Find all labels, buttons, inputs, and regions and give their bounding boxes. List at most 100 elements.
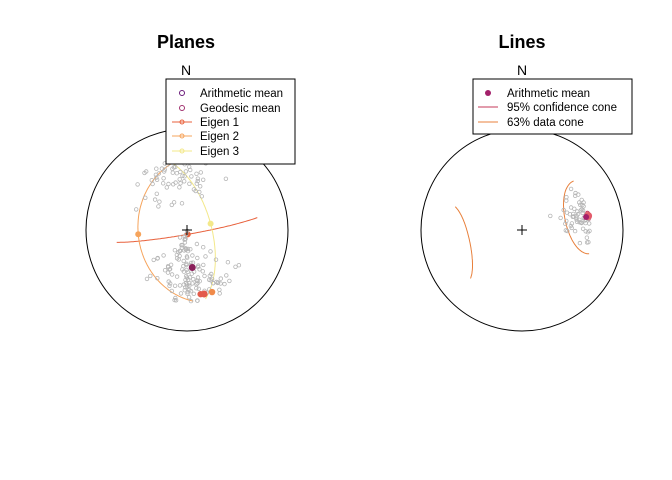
plane-pole-point [201, 262, 206, 268]
plane-pole-point [169, 272, 175, 277]
plane-pole-point [214, 279, 219, 285]
legend-label-eigen-3: Eigen 3 [200, 146, 239, 158]
plane-pole-point [169, 288, 174, 294]
plane-pole-point [157, 199, 162, 204]
plane-pole-point [174, 170, 179, 176]
legend-entry-eigen-1: Eigen 1 [172, 117, 239, 129]
lines-legend: Arithmetic mean 95% confidence cone 63% … [472, 78, 633, 135]
plane-pole-point [170, 182, 176, 187]
line-point [580, 208, 586, 213]
plane-pole-point [179, 245, 185, 250]
plane-pole-point [184, 254, 190, 259]
plane-pole-point [196, 286, 201, 291]
plane-pole-point [189, 271, 194, 276]
plane-pole-point [183, 232, 189, 237]
plane-pole-point [182, 234, 187, 239]
plane-pole-point [194, 241, 200, 247]
legend-entry-arithmetic-mean: Arithmetic mean [179, 88, 283, 100]
lines-center-cross [517, 225, 527, 235]
plane-pole-point [194, 286, 199, 291]
plane-pole-point [161, 176, 166, 181]
planes-eigen-pole-marker-1 [208, 288, 216, 296]
plane-pole-point [177, 235, 183, 240]
legend-entry-geodesic-mean: Geodesic mean [179, 103, 281, 115]
legend-point-eigen-3 [179, 148, 185, 154]
legend-label-eigen-1: Eigen 1 [200, 117, 239, 129]
plane-pole-point [164, 185, 169, 190]
plane-pole-point [150, 181, 155, 187]
line-point [584, 240, 590, 245]
plane-pole-point [184, 261, 189, 266]
plane-pole-point [187, 281, 192, 286]
plane-pole-point [187, 181, 192, 186]
legend-entry-lines-arithmetic-mean: Arithmetic mean [485, 88, 590, 100]
plane-pole-point [144, 276, 150, 282]
line-point [569, 221, 575, 226]
line-point [577, 200, 582, 205]
plane-pole-point [195, 178, 200, 184]
plane-pole-point [191, 291, 196, 296]
plane-pole-point [151, 257, 156, 263]
line-point [563, 221, 568, 226]
line-point [572, 228, 578, 234]
plane-pole-point [188, 288, 194, 294]
plane-pole-point [208, 271, 214, 277]
legend-entry-eigen-3: Eigen 3 [172, 146, 239, 158]
line-point [574, 219, 580, 224]
legend-entry-data-cone: 63% data cone [478, 117, 584, 129]
legend-point-eigen-1 [179, 119, 185, 125]
plane-pole-point [143, 169, 149, 174]
legend-point-eigen-2 [179, 133, 185, 139]
plane-pole-point [143, 195, 148, 200]
plane-pole-point [182, 174, 187, 179]
line-point [568, 223, 574, 229]
plane-pole-point [195, 255, 200, 261]
plane-pole-point [227, 278, 232, 284]
plane-pole-point [162, 167, 167, 172]
plane-pole-point [187, 167, 193, 173]
line-point [568, 186, 574, 192]
legend-label-eigen-2: Eigen 2 [200, 131, 239, 143]
line-point [584, 235, 590, 240]
plane-pole-point [167, 281, 173, 286]
legend-point-geodesic-mean [179, 105, 185, 111]
plane-pole-point [169, 202, 174, 208]
plane-pole-point [194, 181, 199, 186]
lines-panel: Lines N Arithmetic mean 95% confidence c… [420, 32, 633, 332]
lines-north-label: N [517, 62, 527, 78]
plane-pole-point [206, 277, 212, 282]
plane-pole-point [154, 191, 159, 196]
plane-pole-point [197, 279, 202, 284]
lines-mean-layer [583, 211, 593, 220]
plane-pole-point [217, 291, 222, 296]
line-point [578, 208, 583, 213]
plane-pole-point [153, 172, 159, 177]
plane-pole-point [167, 283, 172, 288]
plane-pole-point [182, 237, 187, 242]
plane-pole-point [179, 201, 185, 206]
legend-point-arithmetic-mean [179, 90, 185, 96]
plane-pole-point [173, 295, 178, 301]
plane-pole-point [176, 257, 181, 262]
plane-pole-point [208, 249, 213, 254]
eigen-point-3 [207, 220, 214, 227]
plane-pole-point [195, 176, 201, 181]
plane-pole-point [135, 182, 140, 187]
line-point [587, 228, 592, 234]
plane-pole-point [152, 197, 158, 202]
plane-pole-point [172, 283, 178, 288]
line-point [578, 202, 583, 207]
line-point [580, 226, 586, 231]
plane-pole-point [182, 288, 187, 293]
line-point [573, 190, 578, 196]
plane-pole-point [222, 281, 227, 287]
plane-pole-point [178, 169, 183, 175]
line-point [548, 213, 553, 219]
plane-pole-point [186, 295, 192, 300]
plane-pole-point [217, 287, 222, 292]
plane-pole-point [195, 298, 200, 303]
plane-pole-point [185, 246, 191, 252]
line-point [558, 215, 563, 221]
plane-pole-point [200, 177, 206, 182]
